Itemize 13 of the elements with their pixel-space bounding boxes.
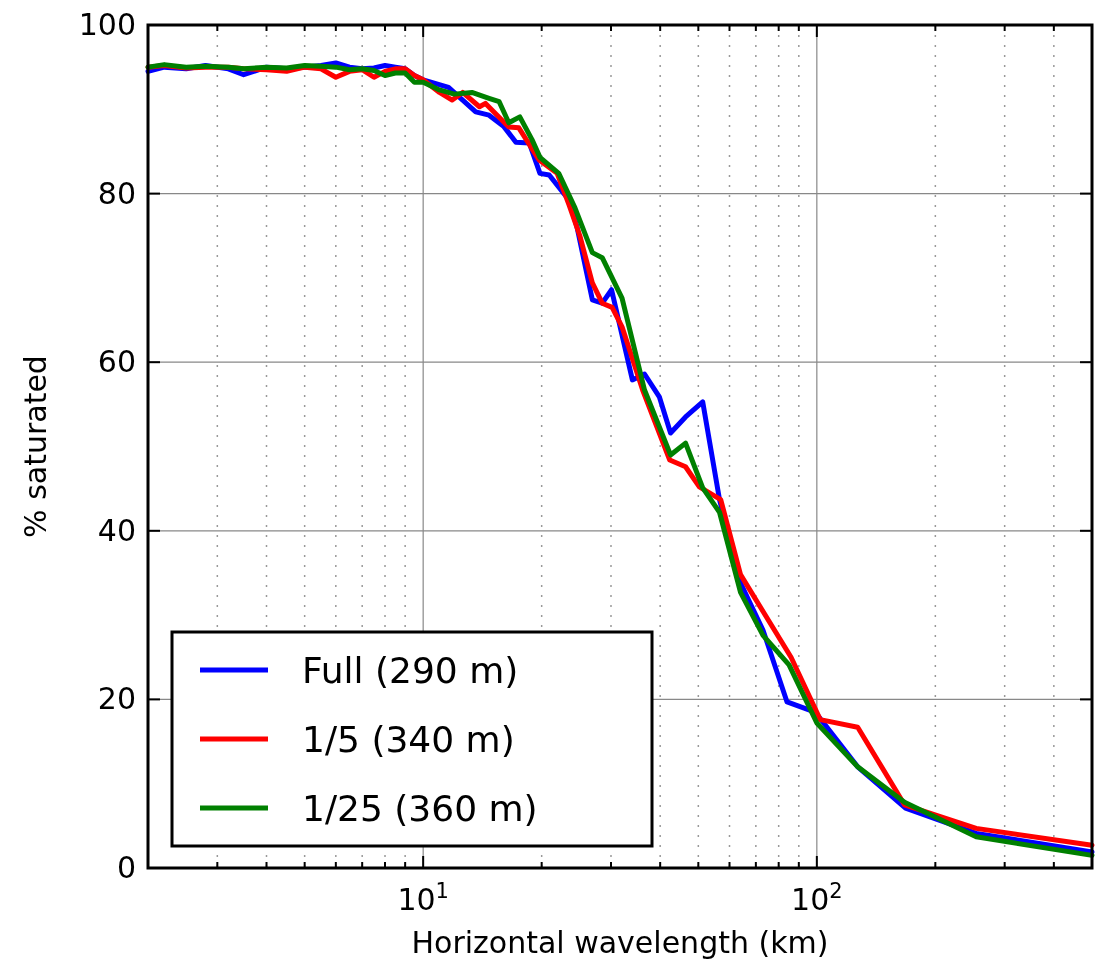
y-tick-label: 100 xyxy=(78,7,136,42)
y-tick-label: 80 xyxy=(97,175,136,211)
y-axis-title: % saturated xyxy=(18,355,53,538)
legend-label: 1/5 (340 m) xyxy=(302,719,515,760)
y-tick-label: 20 xyxy=(97,681,136,717)
x-tick-label: 10$^{1}$ xyxy=(397,879,449,917)
legend-label: Full (290 m) xyxy=(302,650,519,691)
y-tick-label: 60 xyxy=(97,344,136,380)
x-axis-title: Horizontal wavelength (km) xyxy=(411,925,829,960)
y-tick-label: 40 xyxy=(97,512,136,548)
legend-label: 1/25 (360 m) xyxy=(302,788,538,829)
y-tick-label: 0 xyxy=(116,850,136,885)
x-tick-label: 10$^{2}$ xyxy=(791,879,843,917)
